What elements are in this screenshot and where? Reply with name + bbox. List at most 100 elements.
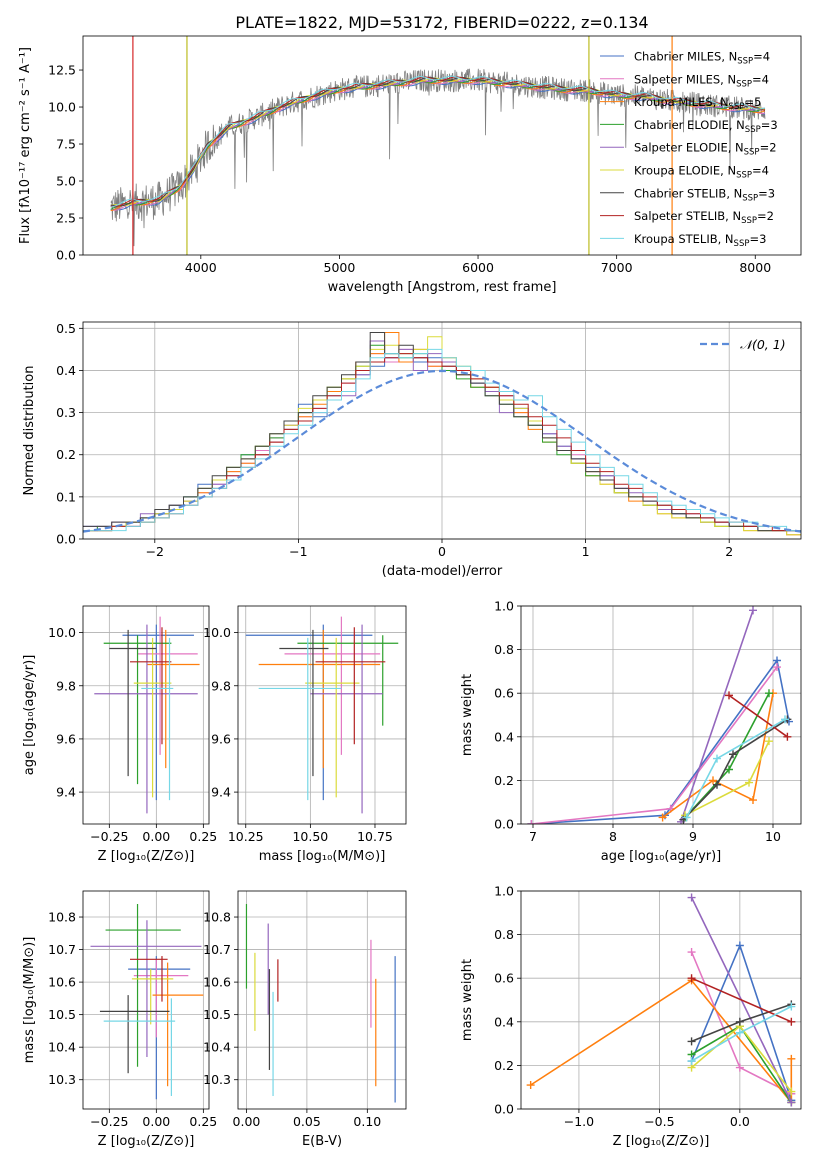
legend-label-text: Kroupa ELODIE, N	[634, 164, 736, 178]
weight-series-line	[530, 979, 793, 1105]
y-tick-label: 9.8	[211, 678, 231, 693]
x-tick-label: 0.00	[142, 829, 170, 844]
error-bar-point	[103, 635, 172, 785]
y-tick-label: 0.1	[56, 489, 76, 504]
legend-label: Chabrier ELODIE, NSSP=3	[634, 118, 778, 135]
legend-label: Kroupa ELODIE, NSSP=4	[634, 164, 769, 181]
axes: −2 −1 0 1 2 0.0 0.1 0.2 0.3 0.4 0.5 (data-model)/er…	[22, 321, 802, 579]
y-tick-label: 0.5	[56, 321, 76, 336]
y-tick-label: 10.4	[203, 1040, 231, 1055]
y-tick-label: 0.3	[56, 405, 76, 420]
axes: −1.0 −0.5 0.0 0.0 0.2 0.4 0.6 0.8 1.0 Z [log₁₀(Z/…	[460, 884, 802, 1149]
weight-point-marker	[687, 1057, 696, 1066]
axes: 10.25 10.50 10.75 9.4 9.6 9.8 10.0 mass [log₁₀(…	[203, 605, 407, 864]
legend-label-subscript: SSP	[734, 239, 750, 249]
legend-label-text: Kroupa MILES, N	[634, 95, 729, 109]
axes-frame	[237, 605, 407, 825]
x-tick-label: −0.25	[90, 1114, 128, 1129]
error-bar-point	[310, 624, 383, 814]
legend-label-count: =5	[744, 95, 761, 109]
y-axis-label: mass weight	[460, 959, 475, 1041]
weight-point-marker	[527, 820, 536, 824]
panel-age_vs_Z: −0.25 0.00 0.25 9.4 9.6 9.8 10.0 Z [log₁₀(Z/Z⊙)…	[22, 605, 217, 864]
axes-frame	[82, 321, 802, 540]
x-tick-label: 10.75	[357, 829, 393, 844]
legend-label-count: =4	[752, 164, 769, 178]
axes: −0.25 0.00 0.25 10.3 10.4 10.5 10.6 10.7 10.8 Z […	[22, 890, 217, 1149]
legend-label: Chabrier MILES, NSSP=4	[634, 50, 770, 67]
x-tick-label: 6000	[462, 260, 494, 275]
x-axis-label: (data-model)/error	[382, 564, 503, 579]
x-axis-label: age [log₁₀(age/yr)]	[601, 849, 722, 864]
x-tick-label: 4000	[185, 260, 217, 275]
weight-point-marker	[765, 737, 773, 746]
error-bar-point	[109, 629, 157, 777]
y-tick-label: 9.4	[211, 785, 231, 800]
y-tick-label: 10.5	[48, 1007, 76, 1022]
y-tick-label: 0.2	[494, 1058, 514, 1073]
error-bar-point	[279, 629, 329, 777]
weight-point-marker	[687, 948, 696, 957]
weight-point-marker	[713, 754, 721, 763]
model-spectrum-line	[110, 76, 766, 207]
weight-point-marker	[735, 1063, 744, 1072]
panel-age_vs_mass: 10.25 10.50 10.75 9.4 9.6 9.8 10.0 mass [log₁₀(…	[203, 605, 407, 864]
y-tick-label: 9.6	[56, 731, 76, 746]
plot-area	[83, 332, 801, 536]
y-tick-label: 10.0	[203, 625, 231, 640]
x-tick-label: 7	[529, 829, 537, 844]
y-axis-label: Flux [fλ10⁻¹⁷ erg cm⁻² s⁻¹ A⁻¹]	[18, 47, 33, 244]
axes: 4000 5000 6000 7000 8000 0.0 2.5 5.0 7.5 10.0 12.5…	[18, 35, 802, 295]
x-tick-label: −1.0	[564, 1114, 594, 1129]
y-tick-label: 10.7	[203, 942, 231, 957]
model-spectrum-line	[110, 75, 766, 208]
y-tick-label: 10.7	[48, 942, 76, 957]
legend-label: 𝒩(0, 1)	[740, 337, 786, 352]
x-tick-label: 0.25	[189, 829, 217, 844]
y-tick-label: 10.8	[48, 910, 76, 925]
panel-weight_vs_age: 7 8 9 10 0.0 0.2 0.4 0.6 0.8 1.0 age [log₁₀(age/yr…	[460, 599, 802, 864]
grid-lines	[238, 606, 406, 824]
legend-label-text: Chabrier MILES, N	[634, 50, 737, 64]
histogram-step-line	[83, 348, 801, 532]
legend-label-text: Chabrier ELODIE, N	[634, 118, 745, 132]
y-tick-label: 9.6	[211, 731, 231, 746]
x-tick-label: 0.10	[353, 1114, 381, 1129]
error-bar-point	[146, 629, 200, 769]
y-tick-label: 10.3	[48, 1072, 76, 1087]
y-tick-label: 12.5	[48, 63, 76, 78]
x-tick-label: 0.00	[233, 1114, 261, 1129]
legend-label-count: =2	[757, 209, 774, 223]
x-tick-label: 0.0	[730, 1114, 750, 1129]
panels: 4000 5000 6000 7000 80000.02.55.07.510.012.5…	[18, 35, 802, 1149]
axes-frame	[82, 605, 210, 825]
weight-point-marker	[682, 813, 691, 822]
plot-area	[110, 36, 766, 255]
weight-point-marker	[709, 776, 717, 785]
gaussian-curve-line	[83, 369, 801, 533]
x-tick-label: 10.50	[292, 829, 328, 844]
weight-point-marker	[787, 1017, 796, 1026]
y-axis-label: age [log₁₀(age/yr)]	[22, 655, 37, 776]
weight-point-marker	[787, 1087, 796, 1096]
legend-label-text: Kroupa STELIB, N	[634, 232, 734, 246]
weight-point-marker	[526, 1081, 535, 1090]
weight-point-marker	[749, 606, 757, 615]
y-axis-label: Normed distribution	[22, 366, 37, 496]
legend-label-count: =3	[749, 232, 766, 246]
error-bar-point	[131, 969, 174, 1025]
plot-area	[245, 904, 396, 1103]
legend-label-text: Salpeter ELODIE, N	[634, 141, 744, 155]
y-tick-label: 1.0	[494, 599, 514, 614]
weight-point-marker	[687, 974, 696, 983]
panel-mass_vs_Z: −0.25 0.00 0.25 10.3 10.4 10.5 10.6 10.7 10.8 Z […	[22, 890, 217, 1149]
legend-label-count: =4	[752, 72, 769, 86]
x-tick-label: 0.00	[142, 1114, 170, 1129]
y-tick-label: 10.8	[203, 910, 231, 925]
weight-point-marker	[773, 663, 781, 672]
y-tick-label: 0.6	[494, 971, 514, 986]
weight-point-marker	[765, 689, 773, 698]
axes-frame	[520, 605, 802, 825]
y-tick-label: 0.0	[56, 248, 76, 263]
